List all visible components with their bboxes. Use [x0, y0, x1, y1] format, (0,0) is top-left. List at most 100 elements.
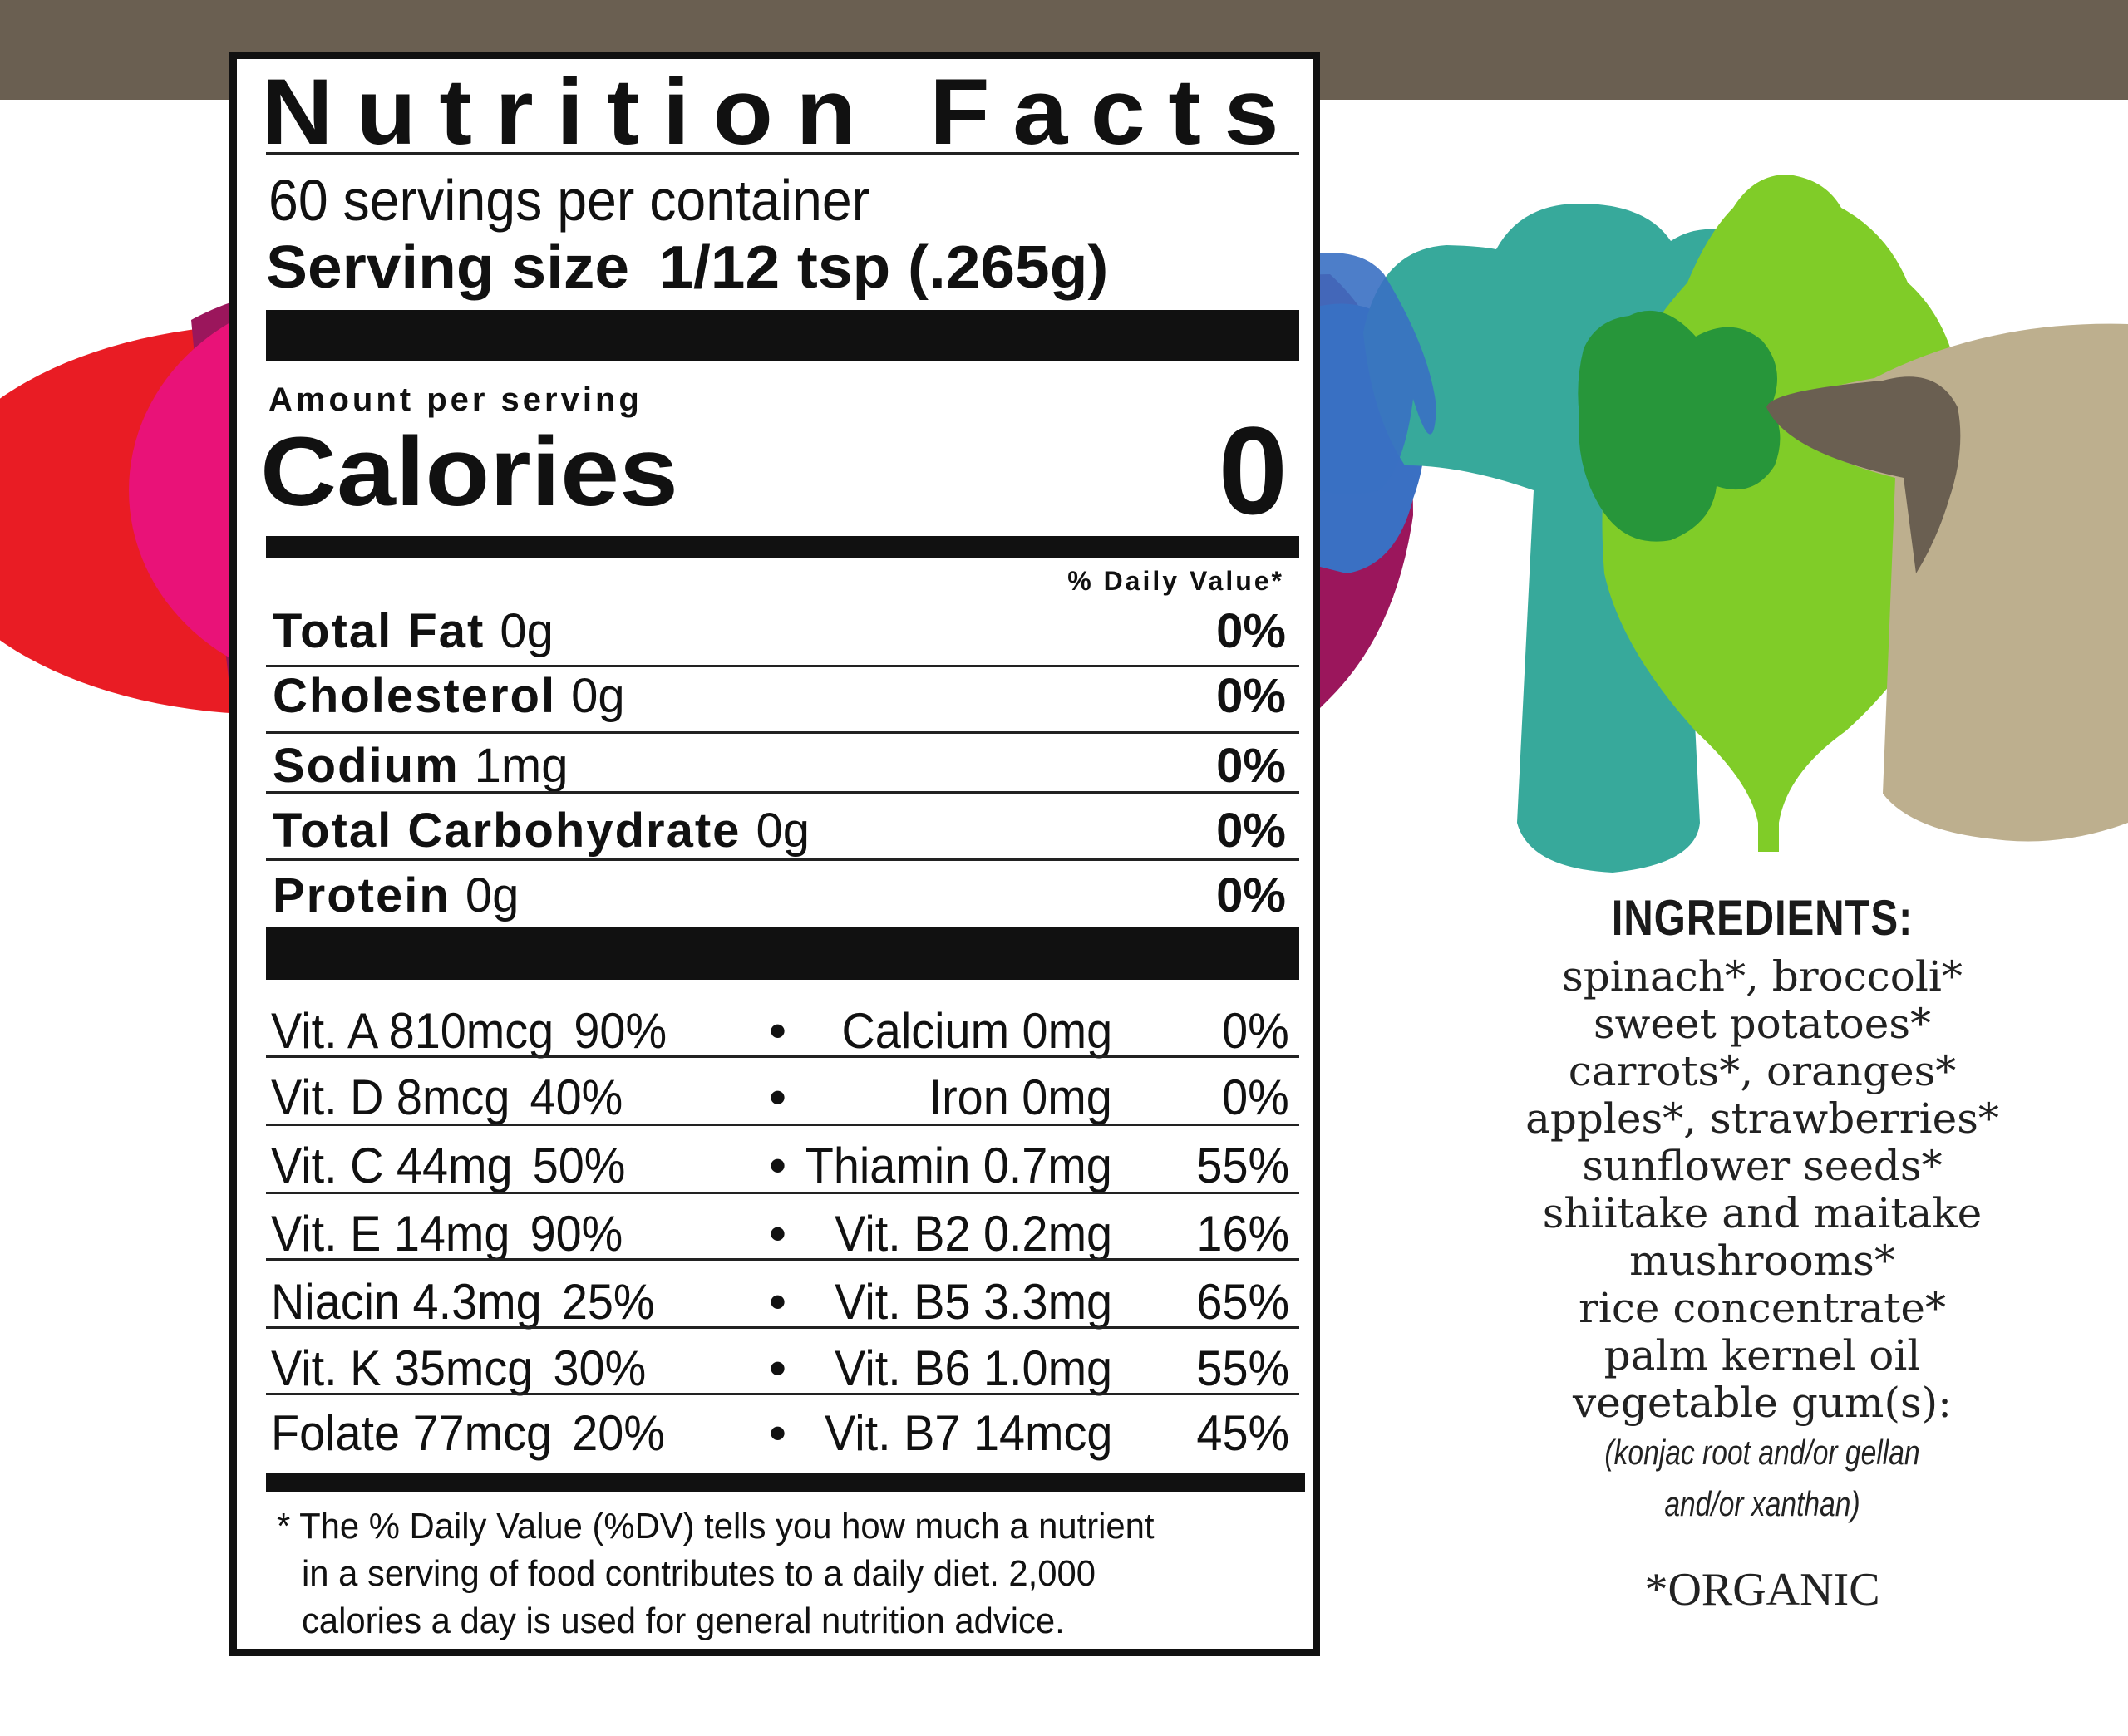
- nutrient-row: Protein 0g 0%: [266, 872, 1299, 922]
- vitamin-left-dv: 90%: [530, 1206, 623, 1261]
- ingredient-note: and/or xanthan): [1664, 1484, 1860, 1523]
- nutrient-row: Cholesterol 0g 0%: [266, 672, 1299, 722]
- divider: [266, 1124, 1299, 1126]
- ingredient-line: apples*, strawberries*: [1525, 1094, 1999, 1143]
- vitamin-left: Vit. K 35mcg: [271, 1340, 534, 1396]
- divider: [266, 1393, 1299, 1395]
- thick-divider: [266, 536, 1299, 558]
- thick-divider: [266, 310, 1299, 361]
- ingredient-line: carrots*, oranges*: [1568, 1047, 1957, 1095]
- nutrient-name: Protein: [273, 868, 451, 922]
- nutrient-amount: 0g: [571, 669, 625, 723]
- organic-note: *ORGANIC: [1644, 1564, 1880, 1616]
- vitamin-row: Vit. K 35mcg 30% • Vit. B6 1.0mg 55%: [266, 1344, 1299, 1395]
- vitamin-right: Calcium 0mg: [841, 1003, 1112, 1059]
- nutrient-dv: 0%: [1216, 669, 1286, 723]
- vitamin-right-dv: 45%: [1196, 1405, 1289, 1461]
- nutrient-name: Total Fat: [273, 604, 485, 658]
- amount-per-serving: Amount per serving: [268, 381, 643, 418]
- serving-size-label: Serving size: [266, 234, 629, 301]
- ingredient-line: sunflower seeds*: [1582, 1142, 1943, 1190]
- mushroom-overlap-shape-icon: [1766, 376, 1961, 573]
- calories-value: 0: [1218, 401, 1288, 540]
- vitamin-right-dv: 55%: [1196, 1138, 1289, 1193]
- nutrition-facts-label: Nutrition Facts 60 servings per containe…: [229, 52, 1320, 1656]
- nutrient-amount: 0g: [500, 604, 554, 658]
- nutrient-dv: 0%: [1216, 739, 1286, 793]
- vitamin-right-dv: 16%: [1196, 1206, 1289, 1261]
- serving-size: Serving size 1/12 tsp (.265g): [266, 238, 1108, 298]
- vitamin-right: Thiamin 0.7mg: [805, 1138, 1112, 1193]
- divider: [266, 731, 1299, 734]
- bullet-icon: •: [769, 1070, 787, 1125]
- nutrient-row: Sodium 1mg 0%: [266, 742, 1299, 792]
- vitamin-right-dv: 0%: [1222, 1070, 1289, 1125]
- vitamin-right: Iron 0mg: [929, 1070, 1112, 1125]
- vitamin-left: Vit. D 8mcg: [271, 1070, 510, 1125]
- ingredient-line: shiitake and maitake: [1542, 1189, 1983, 1237]
- vitamin-right: Vit. B6 1.0mg: [835, 1340, 1112, 1396]
- ingredients-panel: INGREDIENTS: spinach*, broccoli* sweet p…: [1471, 893, 2053, 1616]
- ingredient-line: sweet potatoes*: [1593, 1000, 1932, 1048]
- footnote-line: calories a day is used for general nutri…: [302, 1601, 1065, 1641]
- vitamin-left-dv: 90%: [574, 1003, 667, 1059]
- vitamin-left-dv: 30%: [553, 1340, 647, 1396]
- bullet-icon: •: [769, 1274, 787, 1330]
- ingredient-line: rice concentrate*: [1579, 1284, 1946, 1332]
- ingredient-line: spinach*, broccoli*: [1562, 952, 1963, 1001]
- ingredients-title: INGREDIENTS:: [1611, 890, 1914, 946]
- nutrient-amount: 0g: [465, 868, 520, 922]
- bullet-icon: •: [769, 1405, 787, 1461]
- thick-divider: [266, 1473, 1305, 1492]
- ingredient-line: palm kernel oil: [1603, 1331, 1921, 1379]
- vitamin-right: Vit. B2 0.2mg: [835, 1206, 1112, 1261]
- ingredient-note: (konjac root and/or gellan: [1604, 1433, 1920, 1472]
- ingredient-line: mushrooms*: [1629, 1237, 1895, 1285]
- footnote-line: in a serving of food contributes to a da…: [302, 1553, 1096, 1594]
- divider: [266, 152, 1299, 155]
- bullet-icon: •: [769, 1206, 787, 1261]
- daily-value-header: % Daily Value*: [1067, 566, 1284, 596]
- vitamin-right-dv: 55%: [1196, 1340, 1289, 1396]
- divider: [266, 1258, 1299, 1261]
- nutrient-row: Total Carbohydrate 0g 0%: [266, 807, 1299, 857]
- nutrient-amount: 0g: [756, 804, 810, 858]
- vitamin-left: Folate 77mcg: [271, 1405, 553, 1461]
- vitamin-left: Niacin 4.3mg: [271, 1274, 542, 1330]
- thick-divider: [266, 927, 1299, 980]
- vitamin-left: Vit. E 14mg: [271, 1206, 510, 1261]
- vitamin-row: Vit. E 14mg 90% • Vit. B2 0.2mg 16%: [266, 1209, 1299, 1261]
- serving-size-value: 1/12 tsp (.265g): [658, 234, 1109, 301]
- broccoli-floret-shape-icon: [1578, 310, 1781, 542]
- vitamin-left-dv: 20%: [572, 1405, 665, 1461]
- nutrient-row: Total Fat 0g 0%: [266, 607, 1299, 657]
- vitamin-left: Vit. A 810mcg: [271, 1003, 554, 1059]
- vitamin-left-dv: 50%: [532, 1138, 626, 1193]
- vitamin-right: Vit. B5 3.3mg: [835, 1274, 1112, 1330]
- vitamin-right: Vit. B7 14mcg: [824, 1405, 1112, 1461]
- ingredient-line: vegetable gum(s):: [1573, 1379, 1952, 1427]
- blueberry-overlap-shape-icon: [1320, 253, 1436, 494]
- nutrient-name: Total Carbohydrate: [273, 804, 741, 858]
- nutrient-dv: 0%: [1216, 804, 1286, 858]
- servings-per-container: 60 servings per container: [268, 168, 870, 233]
- divider: [266, 665, 1299, 667]
- nutrient-name: Cholesterol: [273, 669, 557, 723]
- vitamin-row: Vit. D 8mcg 40% • Iron 0mg 0%: [266, 1073, 1299, 1124]
- divider: [266, 1326, 1299, 1329]
- vitamin-row: Vit. C 44mg 50% • Thiamin 0.7mg 55%: [266, 1141, 1299, 1193]
- vitamin-row: Vit. A 810mcg 90% • Calcium 0mg 0%: [266, 1006, 1299, 1058]
- bullet-icon: •: [769, 1138, 787, 1193]
- divider: [266, 858, 1299, 861]
- bullet-icon: •: [769, 1003, 787, 1059]
- nutrient-amount: 1mg: [474, 739, 569, 793]
- divider: [266, 1055, 1299, 1058]
- nutrient-name: Sodium: [273, 739, 460, 793]
- bullet-icon: •: [769, 1340, 787, 1396]
- vitamin-row: Niacin 4.3mg 25% • Vit. B5 3.3mg 65%: [266, 1277, 1299, 1329]
- calories-label: Calories: [260, 417, 678, 527]
- vitamin-left: Vit. C 44mg: [271, 1138, 513, 1193]
- vitamin-left-dv: 25%: [561, 1274, 655, 1330]
- vitamin-right-dv: 65%: [1196, 1274, 1289, 1330]
- divider: [266, 791, 1299, 794]
